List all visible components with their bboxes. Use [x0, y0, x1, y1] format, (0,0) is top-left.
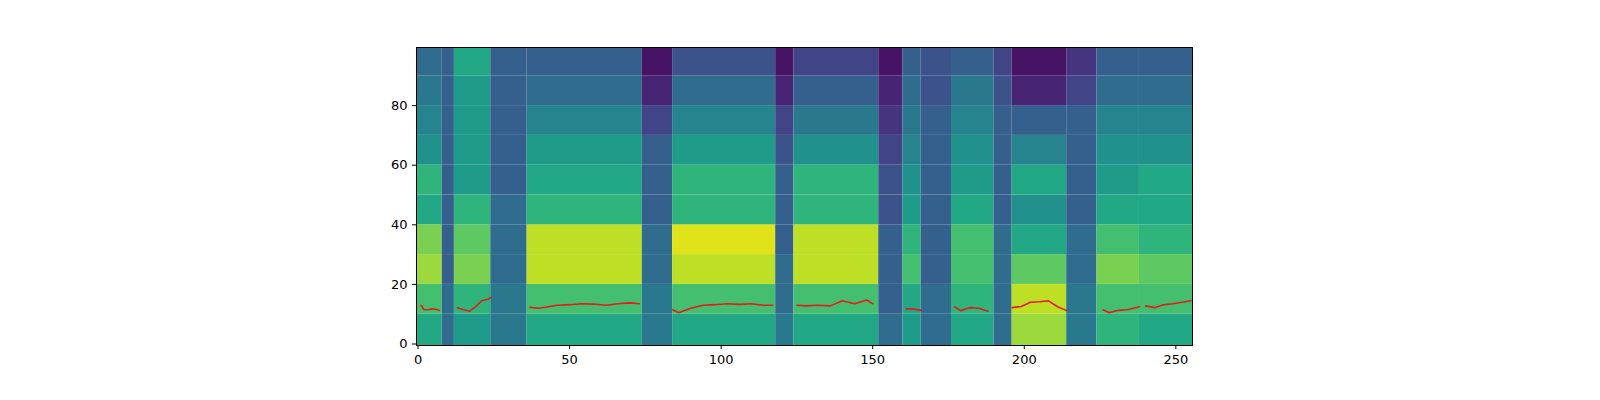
svg-text:20: 20 [391, 277, 408, 292]
svg-text:0: 0 [414, 352, 422, 367]
svg-text:150: 150 [860, 352, 885, 367]
svg-text:250: 250 [1163, 352, 1188, 367]
svg-text:0: 0 [399, 336, 407, 351]
svg-text:80: 80 [391, 98, 408, 113]
svg-text:40: 40 [391, 217, 408, 232]
svg-text:50: 50 [561, 352, 578, 367]
svg-text:200: 200 [1012, 352, 1037, 367]
svg-text:100: 100 [709, 352, 734, 367]
svg-text:60: 60 [391, 157, 408, 172]
